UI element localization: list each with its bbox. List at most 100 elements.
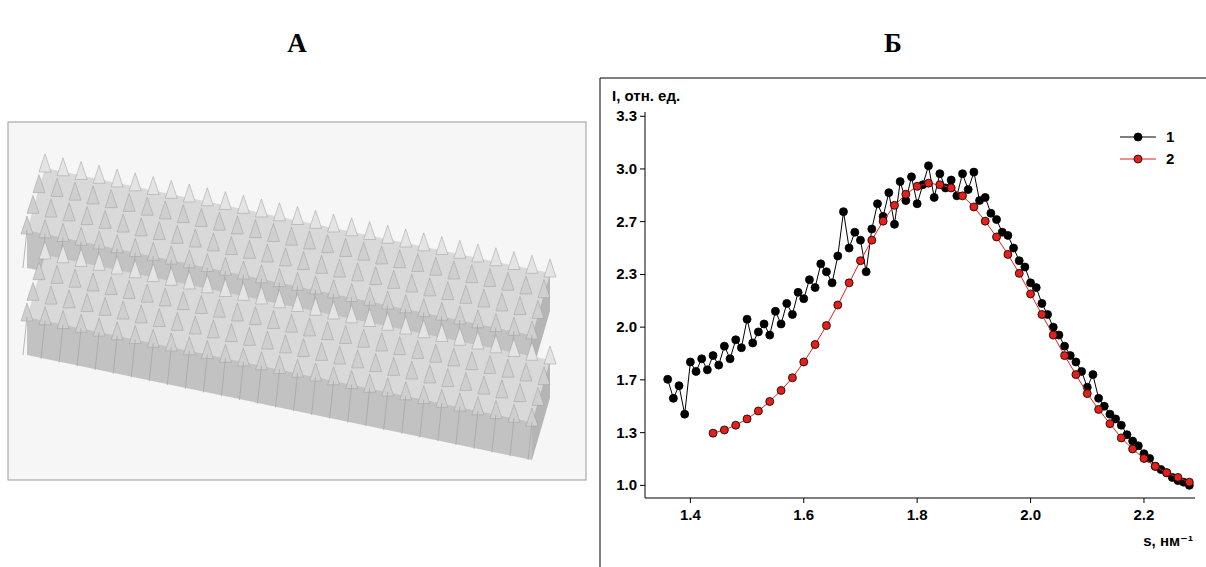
data-point: [1015, 269, 1023, 277]
molecule: [39, 241, 51, 259]
molecule: [219, 279, 231, 297]
y-tick: [640, 432, 645, 433]
molecule: [51, 265, 63, 283]
molecule: [69, 182, 81, 200]
molecule: [436, 324, 448, 342]
plot-area: [664, 162, 1194, 490]
molecule: [27, 282, 39, 300]
x-tick-label: 1.4: [680, 506, 702, 523]
molecule: [195, 208, 207, 226]
molecule: [165, 267, 177, 285]
molecule: [382, 312, 394, 330]
molecule: [183, 271, 195, 289]
molecule: [490, 335, 502, 353]
y-tick-label: 1.0: [616, 476, 637, 493]
molecule: [39, 154, 51, 172]
molecule: [520, 276, 532, 294]
molecule: [358, 242, 370, 260]
panel-label: Б: [884, 28, 902, 58]
molecule: [87, 186, 99, 204]
molecule-chain: [492, 415, 496, 453]
molecule: [117, 301, 129, 319]
data-point: [907, 173, 915, 181]
data-point: [890, 201, 898, 209]
molecule: [412, 253, 424, 271]
y-tick-label: 3.0: [616, 160, 637, 177]
molecule: [346, 218, 358, 236]
molecule: [496, 293, 508, 311]
molecule: [484, 268, 496, 286]
data-point: [1117, 421, 1125, 429]
molecule: [33, 175, 45, 193]
molecule: [328, 214, 340, 232]
data-point: [970, 168, 978, 176]
data-point: [947, 176, 955, 184]
molecule: [159, 201, 171, 219]
molecule: [267, 223, 279, 241]
molecule-chain: [438, 403, 442, 441]
molecule: [526, 342, 538, 360]
x-axis-title: s, нм⁻¹: [1143, 532, 1193, 549]
molecule: [286, 314, 298, 332]
molecule: [195, 295, 207, 313]
series: [709, 179, 1193, 486]
data-point: [936, 181, 944, 189]
molecule: [388, 357, 400, 375]
series-line: [668, 166, 1190, 486]
data-point: [788, 374, 796, 382]
molecule: [430, 344, 442, 362]
data-point: [845, 244, 853, 252]
x-tick-label: 1.6: [793, 506, 814, 523]
data-point: [964, 186, 972, 194]
y-tick: [640, 379, 645, 380]
data-point: [1174, 473, 1182, 481]
molecule: [316, 342, 328, 360]
molecule: [388, 270, 400, 288]
molecule: [117, 214, 129, 232]
molecule: [382, 225, 394, 243]
molecule: [213, 212, 225, 230]
molecule-chain: [131, 340, 135, 378]
molecule-chain: [348, 385, 352, 423]
molecule: [328, 301, 340, 319]
molecule: [454, 327, 466, 345]
molecule: [394, 337, 406, 355]
molecule-chain: [330, 381, 334, 419]
y-tick-label: 2.3: [616, 265, 637, 282]
molecule-chain: [510, 418, 514, 456]
legend-marker: [1134, 155, 1142, 163]
data-point: [993, 216, 1001, 224]
molecule-chain: [420, 400, 424, 438]
data-point: [959, 170, 967, 178]
molecule: [105, 190, 117, 208]
x-tick: [917, 498, 918, 503]
data-point: [873, 200, 881, 208]
panel-frame: [600, 78, 1206, 79]
y-tick: [640, 485, 645, 486]
molecule: [141, 284, 153, 302]
data-point: [822, 268, 830, 276]
data-point: [1151, 462, 1159, 470]
molecule: [243, 240, 255, 258]
data-point: [834, 252, 842, 260]
molecule: [171, 225, 183, 243]
data-point: [868, 225, 876, 233]
data-point: [1106, 420, 1114, 428]
data-point: [743, 315, 751, 323]
y-tick-label: 3.3: [616, 107, 637, 124]
legend: 12: [1120, 128, 1174, 167]
data-point: [675, 382, 683, 390]
molecule: [75, 162, 87, 180]
molecule: [310, 297, 322, 315]
molecule: [261, 331, 273, 349]
molecule: [27, 195, 39, 213]
molecule-chain: [239, 362, 243, 400]
data-point: [732, 336, 740, 344]
data-point: [698, 355, 706, 363]
molecule-chain: [185, 351, 189, 389]
molecule-chain: [23, 317, 27, 355]
molecule-chain: [456, 407, 460, 445]
data-point: [879, 217, 887, 225]
molecule: [430, 257, 442, 275]
data-point: [936, 170, 944, 178]
